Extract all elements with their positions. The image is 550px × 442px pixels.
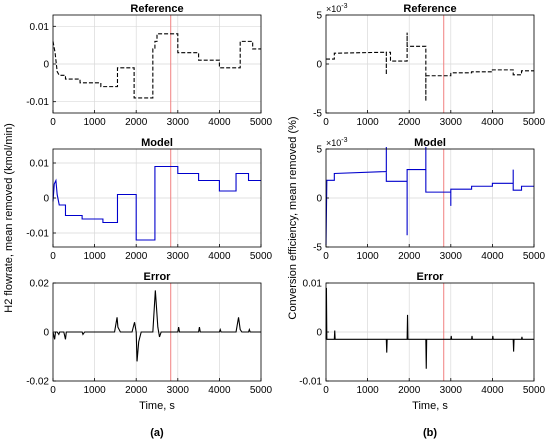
chart-2-ytick-label-1: 0	[43, 328, 49, 339]
chart-4-xtick-label-5: 5000	[523, 251, 546, 262]
chart-5-xtick-label-5: 5000	[523, 385, 546, 396]
chart-2-series-line	[52, 290, 261, 362]
chart-0-xtick-label-1: 1000	[83, 117, 106, 128]
chart-3-xtick-label-0: 0	[323, 117, 329, 128]
chart-5-xtick-label-2: 2000	[398, 385, 421, 396]
caption-a: (a)	[150, 427, 164, 439]
chart-5-ytick-label-0: -0.01	[299, 377, 322, 388]
chart-4-xtick-label-3: 3000	[440, 251, 463, 262]
right-xlabel: Time, s	[412, 400, 448, 412]
chart-5-xtick-label-1: 1000	[356, 385, 379, 396]
chart-3-xtick-label-1: 1000	[356, 117, 379, 128]
chart-2-xtick-label-5: 5000	[250, 385, 273, 396]
chart-5-xtick-label-3: 3000	[440, 385, 463, 396]
chart-1-ytick-label-0: -0.01	[26, 229, 49, 240]
chart-5-ytick-label-1: 0	[316, 328, 322, 339]
chart-0-xtick-label-2: 2000	[125, 117, 148, 128]
chart-4-xtick-label-2: 2000	[398, 251, 421, 262]
chart-1-ytick-label-2: 0.01	[30, 159, 50, 170]
chart-1-title: Model	[141, 137, 173, 149]
chart-0-xtick-label-0: 0	[50, 117, 56, 128]
right-column-ylabel: Conversion efficiency, mean removed (%)	[287, 116, 299, 319]
chart-4-xtick-label-1: 1000	[356, 251, 379, 262]
chart-4-exponent-label: ×10-3	[326, 137, 348, 148]
chart-5-ytick-label-2: 0.01	[303, 279, 323, 290]
chart-5-xtick-label-0: 0	[323, 385, 329, 396]
chart-2-xtick-label-0: 0	[50, 385, 56, 396]
chart-3-ytick-label-1: 0	[316, 60, 322, 71]
chart-0-xtick-label-5: 5000	[250, 117, 273, 128]
chart-4-ytick-label-0: -5	[313, 243, 322, 254]
chart-2-ytick-label-0: -0.02	[26, 377, 49, 388]
chart-4-ytick-label-1: 0	[316, 194, 322, 205]
chart-0-ytick-label-1: 0	[43, 60, 49, 71]
chart-1-ytick-label-1: 0	[43, 194, 49, 205]
chart-2-xtick-label-4: 4000	[208, 385, 231, 396]
chart-2-xtick-label-2: 2000	[125, 385, 148, 396]
chart-5-series-line	[325, 287, 534, 369]
chart-3-ytick-label-0: -5	[313, 109, 322, 120]
chart-1-xtick-label-2: 2000	[125, 251, 148, 262]
chart-3-xtick-label-2: 2000	[398, 117, 421, 128]
chart-3-title: Reference	[403, 3, 456, 15]
chart-1-series-line	[52, 165, 261, 241]
left-column-ylabel: H2 flowrate, mean removed (kmol/min)	[3, 123, 15, 313]
chart-1-xtick-label-3: 3000	[167, 251, 190, 262]
chart-0-xtick-label-4: 4000	[208, 117, 231, 128]
chart-3-xtick-label-5: 5000	[523, 117, 546, 128]
chart-0-title: Reference	[130, 3, 183, 15]
chart-4-xtick-label-4: 4000	[481, 251, 504, 262]
chart-2-xtick-label-3: 3000	[167, 385, 190, 396]
chart-3-exponent-label: ×10-3	[326, 3, 348, 14]
chart-4-ytick-label-2: 5	[316, 145, 322, 156]
chart-4-xtick-label-0: 0	[323, 251, 329, 262]
caption-b: (b)	[423, 427, 437, 439]
chart-1-xtick-label-0: 0	[50, 251, 56, 262]
chart-2-title: Error	[144, 271, 172, 283]
chart-5-xtick-label-4: 4000	[481, 385, 504, 396]
left-xlabel: Time, s	[139, 400, 175, 412]
chart-1-xtick-label-1: 1000	[83, 251, 106, 262]
chart-1-xtick-label-4: 4000	[208, 251, 231, 262]
chart-2-ytick-label-2: 0.02	[30, 279, 50, 290]
chart-4-series-line	[325, 147, 534, 246]
chart-0-xtick-label-3: 3000	[167, 117, 190, 128]
chart-0-ytick-label-2: 0.01	[30, 22, 50, 33]
chart-3-ytick-label-2: 5	[316, 11, 322, 22]
chart-2-xtick-label-1: 1000	[83, 385, 106, 396]
chart-3-xtick-label-4: 4000	[481, 117, 504, 128]
chart-5-title: Error	[417, 271, 445, 283]
chart-0-ytick-label-0: -0.01	[26, 97, 49, 108]
chart-3-series-line	[326, 32, 534, 102]
chart-1-xtick-label-5: 5000	[250, 251, 273, 262]
chart-3-xtick-label-3: 3000	[440, 117, 463, 128]
chart-4-title: Model	[414, 137, 446, 149]
